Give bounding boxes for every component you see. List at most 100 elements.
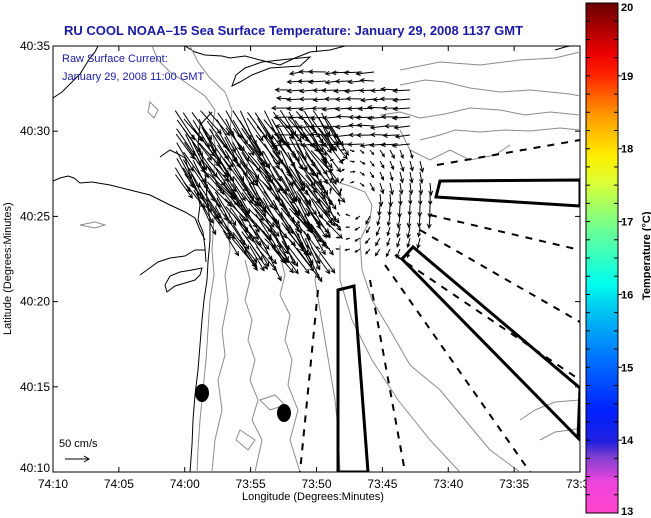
colorbar-tick-label: 15: [621, 362, 633, 374]
isobath-7: [339, 245, 461, 472]
current-vector-arrow: [349, 181, 355, 184]
current-vector-arrow: [396, 237, 401, 248]
current-vector-arrow: [240, 245, 258, 272]
current-vector-arrow: [365, 215, 371, 225]
current-vector-arrow: [288, 136, 308, 171]
x-tick-label: 74:10: [38, 477, 68, 491]
current-vector-arrow: [355, 215, 361, 220]
x-tick-label: 73:55: [236, 477, 266, 491]
current-vector-arrow: [391, 115, 411, 121]
x-tick-label: 74:00: [170, 477, 200, 491]
y-tick-label: 40:10: [20, 461, 50, 475]
current-vector-arrow: [332, 133, 351, 139]
current-vector-arrow: [356, 122, 375, 128]
current-vector-arrow: [273, 132, 291, 138]
current-vector-arrow: [307, 69, 327, 75]
current-vector-arrow: [317, 223, 321, 228]
current-vector-arrow: [344, 88, 363, 94]
coastline-northern-shore: [184, 46, 346, 66]
station-marker-2: [277, 404, 291, 422]
current-vector-arrow: [379, 182, 385, 195]
current-vector-arrow: [427, 193, 433, 206]
current-vector-arrow: [286, 88, 303, 94]
current-vector-arrow: [222, 230, 240, 257]
station-marker-1: [195, 384, 209, 402]
current-vector-arrow: [270, 105, 291, 111]
x-axis-label: Longitude (Degrees:Minutes): [242, 491, 384, 503]
current-vector-arrow: [311, 105, 327, 111]
current-vector-arrow: [418, 171, 424, 185]
current-vector-arrow: [369, 132, 387, 138]
y-tick-label: 40:30: [20, 124, 50, 138]
isobath-10: [399, 79, 580, 97]
radar-sector-line-3: [419, 229, 580, 323]
current-vector-arrow: [409, 171, 414, 184]
current-vector-arrow: [329, 159, 334, 162]
current-vector-arrow: [359, 182, 365, 187]
current-vector-arrow: [335, 114, 351, 120]
current-vector-arrow: [409, 149, 414, 160]
current-vector-arrow: [417, 193, 423, 206]
exclusion-zone-southeast: [399, 244, 580, 442]
current-vector-arrow: [214, 152, 235, 182]
current-vector-arrow: [379, 160, 385, 169]
current-vector-arrow: [191, 184, 212, 213]
current-vector-arrow: [328, 134, 348, 160]
map-layer: [53, 46, 580, 472]
current-vector-arrow: [392, 97, 411, 103]
current-vector-arrow: [345, 96, 363, 102]
current-vector-arrow: [359, 160, 366, 165]
current-vector-arrow: [319, 182, 337, 211]
current-vector-arrow: [369, 160, 375, 167]
current-vector-arrow: [255, 182, 274, 209]
current-vector-arrow: [274, 123, 291, 129]
vector-scale-arrow: [65, 455, 90, 463]
current-vector-arrow: [311, 208, 331, 238]
radar-sector-line-4: [384, 264, 531, 472]
current-vector-arrow: [349, 170, 356, 174]
current-vector-arrow: [223, 167, 246, 202]
current-vector-arrow: [249, 245, 265, 272]
current-vector-arrow: [339, 177, 344, 184]
current-vector-arrow: [349, 149, 355, 153]
current-vector-arrow: [303, 230, 321, 265]
current-vector-arrow: [334, 141, 351, 147]
current-vector-arrow: [310, 240, 336, 274]
current-vector-arrow: [382, 133, 399, 138]
colorbar-tick-label: 20: [621, 2, 633, 14]
current-vector-arrow: [374, 248, 381, 257]
current-vector-arrow: [217, 144, 234, 168]
current-vector-arrow: [298, 96, 315, 102]
colorbar-tick-label: 13: [621, 506, 633, 518]
current-vector-arrow: [329, 176, 333, 184]
current-vector-arrow: [394, 133, 411, 139]
coastline-north: [53, 46, 99, 99]
current-vector-arrow: [334, 106, 351, 112]
isobath-17: [147, 100, 159, 119]
current-vector-arrow: [406, 248, 411, 259]
isobath-11: [379, 107, 580, 119]
current-label: Raw Surface Current:: [62, 53, 168, 65]
current-vector-arrow: [255, 213, 272, 240]
current-vector-arrow: [274, 87, 291, 93]
current-vector-arrow: [354, 248, 361, 253]
current-vector-arrow: [318, 197, 322, 206]
current-vector-arrow: [286, 142, 303, 171]
current-vector-arrow: [308, 124, 327, 130]
current-vector-arrow: [348, 114, 363, 120]
current-vector-arrow: [389, 171, 394, 182]
current-vector-arrow: [406, 237, 411, 249]
isobath-6: [359, 239, 521, 472]
y-tick-label: 40:35: [20, 39, 50, 53]
current-vector-arrow: [321, 106, 339, 112]
current-vector-arrow: [349, 160, 356, 163]
current-vector-arrow: [359, 171, 365, 176]
isobath-16: [79, 221, 107, 229]
colorbar-tick-label: 19: [621, 71, 633, 83]
current-vector-arrow: [339, 187, 343, 195]
current-vector-arrow: [232, 127, 255, 156]
current-vector-arrow: [347, 79, 363, 85]
current-vector-arrow: [246, 238, 269, 270]
current-vector-arrow: [389, 182, 394, 196]
